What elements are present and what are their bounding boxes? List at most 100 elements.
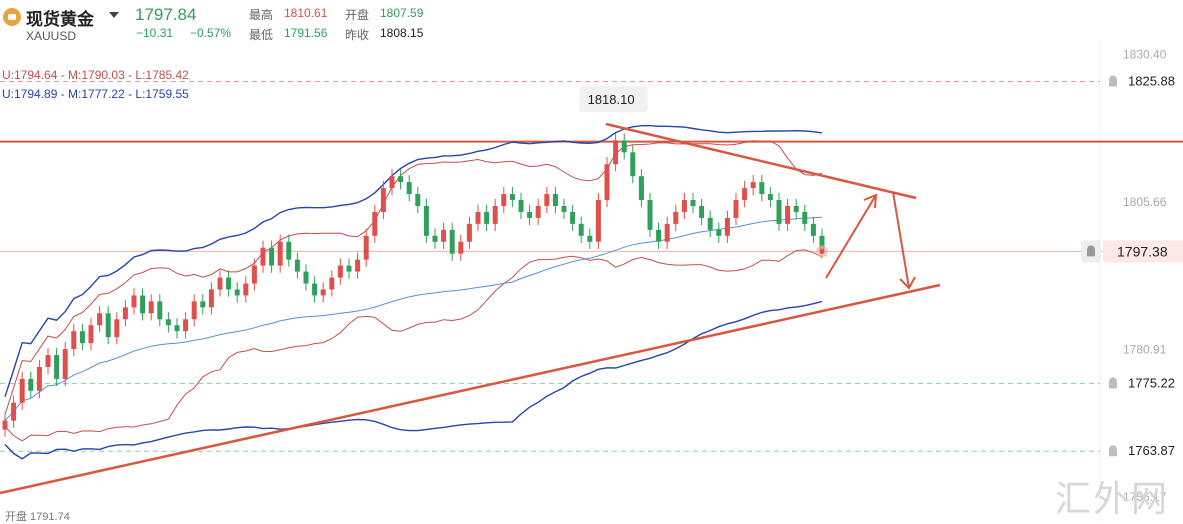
candle-body bbox=[320, 289, 326, 296]
price-change: −10.31 bbox=[136, 26, 174, 40]
current-price-dot-center bbox=[819, 248, 825, 254]
candle-body bbox=[776, 200, 782, 224]
candle-body bbox=[398, 176, 404, 183]
candle-body bbox=[157, 301, 163, 320]
candle-body bbox=[484, 211, 490, 224]
y-tick-label: 1780.91 bbox=[1123, 343, 1167, 357]
candle-body bbox=[570, 211, 576, 224]
candle-body bbox=[552, 194, 558, 206]
bell-icon bbox=[1109, 445, 1117, 457]
candle-body bbox=[294, 259, 300, 272]
candle-body bbox=[466, 223, 472, 242]
candle-body bbox=[11, 402, 17, 421]
candle-body bbox=[312, 283, 318, 296]
y-tick-label: 1830.40 bbox=[1123, 48, 1167, 62]
bollinger-long-readout: U:1794.89 - M:1777.22 - L:1759.55 bbox=[2, 87, 189, 101]
arrow-head-icon bbox=[863, 193, 878, 209]
candle-body bbox=[140, 295, 146, 314]
bollinger-short-lower bbox=[4, 249, 823, 442]
candle-body bbox=[243, 283, 249, 296]
candle-body bbox=[105, 313, 111, 338]
candle-body bbox=[656, 229, 662, 242]
candle-body bbox=[441, 229, 447, 242]
candle-body bbox=[630, 152, 636, 177]
candle-body bbox=[604, 164, 610, 201]
candle-body bbox=[191, 301, 197, 320]
candle-body bbox=[793, 205, 799, 212]
symbol-code: XAUUSD bbox=[26, 29, 77, 43]
candle-body bbox=[217, 277, 223, 290]
bollinger-long-lower bbox=[4, 300, 823, 460]
candle-body bbox=[664, 223, 670, 242]
bollinger-short-readout: U:1794.64 - M:1790.03 - L:1785.42 bbox=[2, 68, 189, 82]
candle-body bbox=[260, 247, 266, 266]
candle-body bbox=[432, 235, 438, 242]
candle-body bbox=[45, 355, 51, 367]
candle-body bbox=[742, 188, 748, 201]
price-level-label: 1763.87 bbox=[1128, 443, 1175, 458]
candle-body bbox=[458, 241, 464, 254]
candle-body bbox=[587, 235, 593, 242]
candle-body bbox=[750, 182, 756, 189]
candle-body bbox=[613, 140, 619, 165]
candle-body bbox=[819, 235, 825, 252]
candle-body bbox=[527, 211, 533, 218]
candle-body bbox=[234, 289, 240, 296]
bollinger-long-upper bbox=[4, 124, 823, 398]
candle-body bbox=[647, 200, 653, 230]
candle-body bbox=[183, 319, 189, 332]
candle-body bbox=[724, 217, 730, 236]
candle-body bbox=[415, 194, 421, 206]
candle-body bbox=[28, 378, 34, 391]
candle-body bbox=[699, 205, 705, 218]
last-price: 1797.84 bbox=[135, 5, 197, 24]
candle-body bbox=[355, 259, 361, 272]
candle-body bbox=[329, 277, 335, 290]
chevron-down-icon[interactable] bbox=[109, 12, 119, 18]
candle-body bbox=[200, 301, 206, 308]
current-price-label: 1797.38 bbox=[1117, 243, 1168, 259]
candle-body bbox=[19, 378, 25, 403]
candle-body bbox=[79, 331, 85, 344]
candle-body bbox=[226, 277, 232, 290]
candle-body bbox=[423, 205, 429, 236]
bell-icon bbox=[1087, 245, 1095, 257]
price-change-pct: −0.57% bbox=[190, 26, 232, 40]
candle-body bbox=[595, 200, 601, 242]
candle-body bbox=[269, 247, 275, 266]
candle-body bbox=[733, 200, 739, 218]
candle-body bbox=[36, 366, 42, 391]
support-trendline bbox=[0, 283, 941, 495]
candle-body bbox=[501, 194, 507, 206]
candle-body bbox=[561, 205, 567, 212]
candle-body bbox=[544, 194, 550, 206]
candle-body bbox=[372, 211, 378, 236]
low-label: 最低 bbox=[249, 28, 274, 42]
symbol-name[interactable]: 现货黄金 bbox=[26, 10, 94, 29]
candle-body bbox=[251, 265, 257, 284]
y-tick-label: 1756.17 bbox=[1123, 490, 1167, 504]
candle-body bbox=[785, 205, 791, 224]
prev-close-label: 昨收 bbox=[345, 28, 370, 42]
peak-label: 1818.10 bbox=[588, 92, 635, 107]
current-price-tag bbox=[1103, 240, 1183, 263]
candle-body bbox=[97, 313, 103, 326]
forecast-arrow bbox=[825, 194, 877, 279]
bell-icon bbox=[1109, 75, 1117, 87]
gold-coin-icon bbox=[3, 8, 21, 26]
high-label: 最高 bbox=[249, 8, 274, 22]
candle-body bbox=[535, 205, 541, 218]
candle-body bbox=[286, 241, 292, 260]
candle-body bbox=[277, 241, 283, 266]
peak-label-box bbox=[579, 86, 648, 112]
candle-body bbox=[389, 176, 395, 189]
price-level-label: 1775.22 bbox=[1128, 376, 1175, 391]
candle-body bbox=[518, 200, 524, 212]
quote-header: 现货黄金 XAUUSD 1797.84 −10.31 −0.57% 最高 181… bbox=[0, 0, 1183, 46]
candle-body bbox=[681, 200, 687, 212]
arrow-head-icon bbox=[899, 276, 916, 290]
bell-icon bbox=[1109, 377, 1117, 389]
candle-body bbox=[88, 325, 94, 344]
candle-body bbox=[638, 176, 644, 201]
